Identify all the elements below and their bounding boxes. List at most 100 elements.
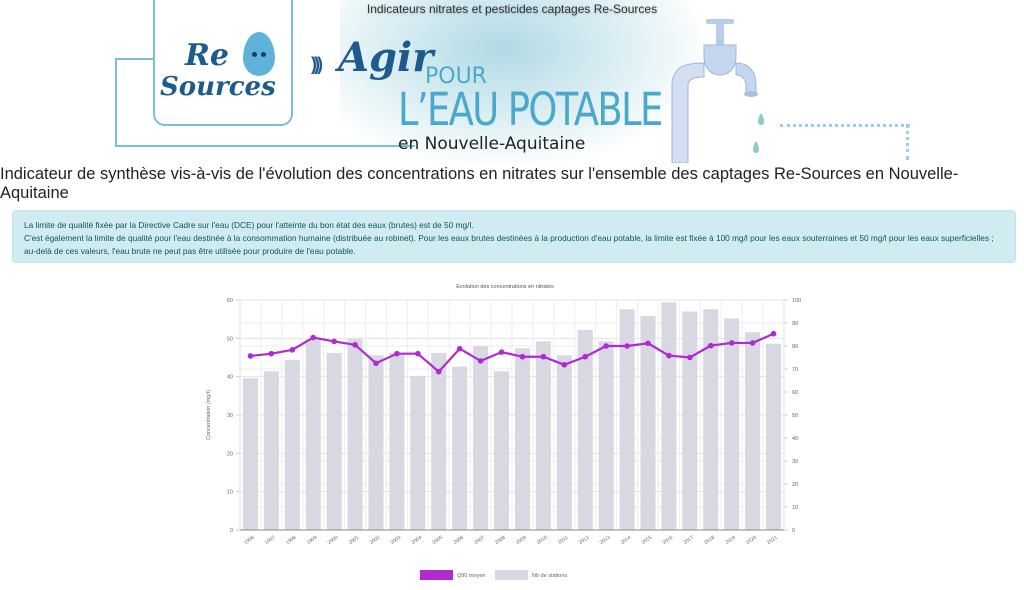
x-tick-label: 2007 [473, 535, 486, 546]
watercolor-background [340, 0, 700, 163]
y-tick-label: 10 [227, 490, 233, 496]
y2-tick-label: 80 [792, 344, 798, 350]
y2-tick-label: 20 [792, 482, 798, 488]
decorative-line [115, 145, 415, 147]
point-q90-moyen [415, 350, 421, 357]
header-banner: Re Sources ))) Agir POUR L’EAU POTABLE e… [0, 0, 1024, 163]
y2-tick-label: 30 [792, 459, 798, 465]
x-tick-label: 2000 [327, 535, 340, 546]
point-q90-moyen [456, 345, 463, 352]
point-q90-moyen [624, 343, 630, 349]
y-axis-label: Concentration (mg/l) [206, 390, 212, 440]
point-q90-moyen [519, 353, 526, 360]
x-tick-label: 2015 [641, 535, 654, 546]
point-q90-moyen [582, 353, 589, 360]
point-q90-moyen [435, 368, 442, 375]
x-tick-label: 2012 [578, 535, 591, 546]
x-tick-label: 2021 [766, 535, 779, 546]
chart-title: Evolution des concentrations en nitrates [456, 284, 554, 290]
x-tick-label: 2019 [724, 535, 737, 546]
point-q90-moyen [247, 353, 254, 359]
point-q90-moyen [707, 342, 714, 349]
point-q90-moyen [268, 350, 275, 357]
point-q90-moyen [666, 352, 672, 359]
nitrates-chart: Evolution des concentrations en nitrates… [195, 278, 815, 588]
bar-nb-stations [431, 352, 447, 530]
decorative-line [115, 58, 155, 60]
chart-svg: Evolution des concentrations en nitrates… [206, 284, 801, 580]
y2-tick-label: 70 [792, 367, 798, 373]
bar-nb-stations [263, 371, 279, 530]
x-tick-label: 2017 [682, 535, 695, 546]
tagline-pour: POUR [425, 64, 487, 89]
tagline-agir: Agir [338, 34, 434, 81]
legend-label-stations: Nb de stations [532, 573, 567, 579]
y2-tick-label: 60 [792, 390, 798, 396]
bar-nb-stations [514, 348, 530, 530]
x-tick-label: 2008 [494, 535, 507, 546]
bar-nb-stations [577, 329, 593, 530]
eye-icon [261, 52, 266, 57]
water-tap-icon [671, 19, 764, 163]
x-tick-label: 2002 [369, 535, 382, 546]
bar-nb-stations [326, 352, 342, 530]
bar-nb-stations [305, 339, 321, 530]
y-tick-label: 0 [230, 528, 233, 534]
point-q90-moyen [331, 338, 337, 345]
y-tick-label: 20 [227, 451, 233, 457]
decorative-dotted-line [780, 124, 910, 131]
line-q90-moyen [250, 332, 774, 374]
y2-tick-label: 100 [792, 298, 801, 304]
decorative-line [115, 58, 117, 146]
bar-nb-stations [389, 352, 405, 530]
y-tick-label: 40 [227, 375, 233, 381]
point-q90-moyen [310, 334, 317, 341]
point-q90-moyen [687, 354, 693, 361]
x-tick-label: 2006 [452, 535, 465, 546]
x-tick-label: 1997 [264, 535, 277, 546]
y2-tick-label: 40 [792, 436, 798, 442]
x-tick-label: 2014 [620, 535, 633, 546]
x-tick-label: 2016 [662, 535, 675, 546]
bar-nb-stations [494, 371, 510, 530]
point-q90-moyen [561, 361, 568, 368]
point-q90-moyen [770, 330, 777, 337]
x-tick-label: 2013 [599, 535, 612, 546]
bar-nb-stations [619, 309, 635, 530]
bar-nb-stations [724, 318, 740, 530]
point-q90-moyen [603, 343, 609, 349]
y2-tick-label: 50 [792, 413, 798, 419]
point-q90-moyen [749, 340, 756, 346]
bar-nb-stations [598, 341, 614, 530]
sound-waves-icon: ))) [311, 54, 323, 74]
bar-nb-stations [745, 332, 761, 530]
y2-tick-label: 10 [792, 505, 798, 511]
eye-icon [252, 52, 257, 57]
logo-text-re: Re [185, 38, 230, 73]
bar-nb-stations [640, 316, 656, 530]
x-tick-label: 2018 [703, 535, 716, 546]
bar-nb-stations [347, 339, 363, 530]
water-drop-mascot-icon [243, 32, 275, 76]
legend-label-q90: Q90 moyen [457, 573, 485, 579]
logo-text-sources: Sources [160, 72, 276, 102]
point-q90-moyen [728, 340, 735, 346]
tagline-eau-potable: L’EAU POTABLE [398, 83, 663, 136]
y-tick-label: 60 [227, 298, 233, 304]
x-tick-label: 2005 [431, 535, 444, 546]
info-line-1: La limite de qualité fixée par la Direct… [24, 220, 474, 230]
x-tick-label: 2020 [745, 535, 758, 546]
bar-nb-stations [682, 311, 698, 530]
x-tick-label: 1996 [243, 535, 256, 546]
y-tick-label: 50 [227, 336, 233, 342]
point-q90-moyen [540, 353, 547, 360]
bar-nb-stations [703, 309, 719, 530]
app-title: Indicateurs nitrates et pesticides capta… [366, 2, 658, 16]
x-tick-label: 2001 [348, 535, 361, 546]
bar-nb-stations [661, 302, 677, 530]
x-tick-label: 2011 [557, 535, 569, 546]
x-tick-label: 2003 [390, 535, 403, 546]
x-tick-label: 2010 [536, 535, 549, 546]
bar-nb-stations [556, 355, 572, 530]
point-q90-moyen [373, 360, 379, 367]
